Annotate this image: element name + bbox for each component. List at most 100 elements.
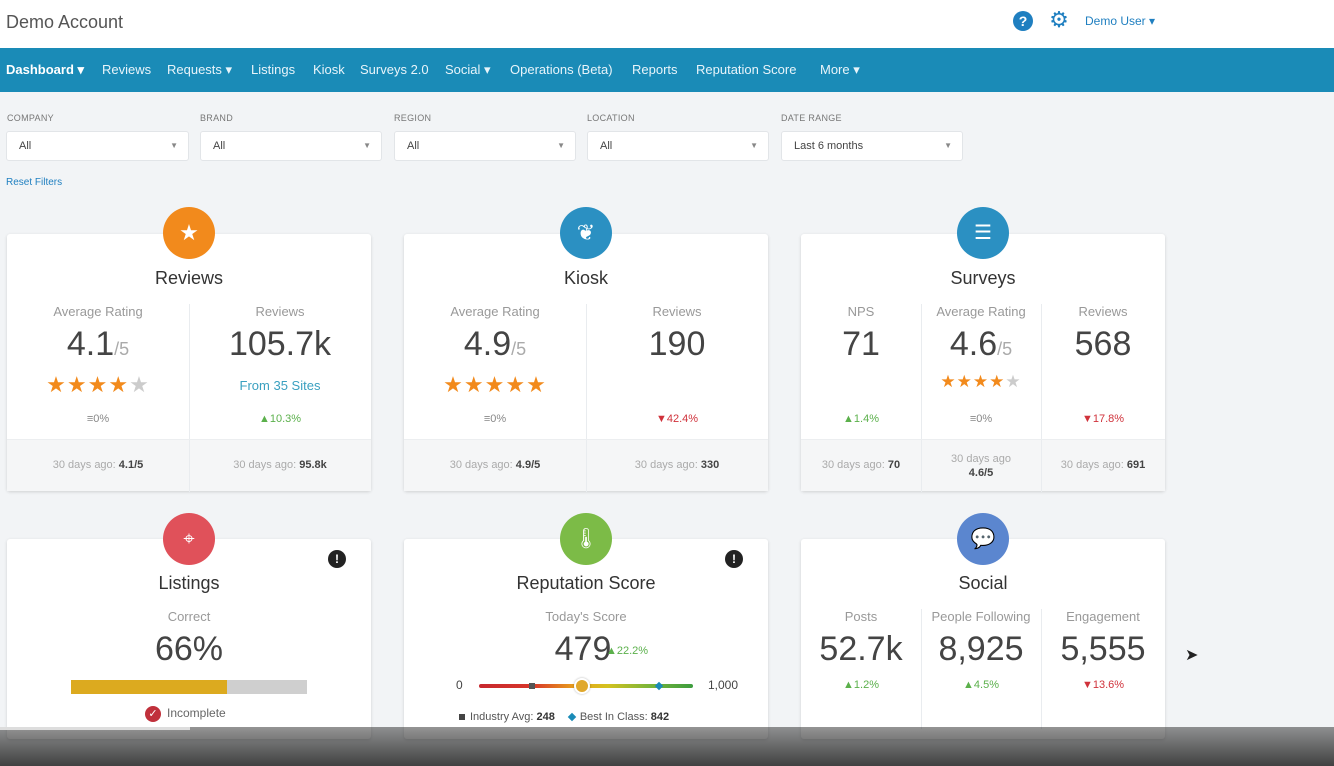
video-progress[interactable] [0,727,190,730]
column-divider [921,440,922,492]
filter-location-label: LOCATION [587,113,635,123]
reviews-count-label: Reviews [255,304,305,319]
checklist-icon: ☰ [957,207,1009,259]
sites-link[interactable]: From 35 Sites [239,378,321,393]
nps-change: ▲1.4% [843,413,879,425]
square-icon [459,714,465,721]
correct-value: 66% [154,630,224,668]
previous-nps: 30 days ago: 70 [821,459,901,471]
surveys-card[interactable]: Surveys NPS 71 ▲1.4% Average Rating 4.6/… [801,234,1165,492]
reviews-count-change: ▼17.8% [1081,413,1125,425]
listings-card-title: Listings [158,573,220,593]
chevron-down-icon: ▼ [750,141,758,150]
column-divider [1041,304,1042,439]
industry-avg-marker [529,683,536,689]
people-following-label: People Following [931,609,1031,624]
video-controls-bar[interactable] [0,727,1334,766]
average-rating-value: 4.1/5 [66,325,130,363]
average-rating-value: 4.9/5 [463,325,527,363]
listings-card[interactable]: ! Listings Correct 66% ✓ Incomplete [7,539,371,739]
column-divider [1041,609,1042,729]
nav-requests[interactable]: Requests ▾ [167,62,233,77]
card-footer: 30 days ago: 70 30 days ago 4.6/5 30 days… [801,439,1165,492]
filter-region-label: REGION [394,113,432,123]
reset-filters-link[interactable]: Reset Filters [6,177,63,188]
main-nav: Dashboard ▾ Reviews Requests ▾ Listings … [0,48,1334,92]
nav-kiosk[interactable]: Kiosk [313,62,345,77]
nav-more[interactable]: More ▾ [820,62,860,77]
average-rating-label: Average Rating [936,304,1026,319]
card-footer: 30 days ago: 4.1/5 30 days ago: 95.8k [7,439,371,492]
star-rating: ★★★★★ [443,372,547,397]
nav-operations[interactable]: Operations (Beta) [510,62,613,77]
reviews-count-value: 190 [648,325,706,363]
nav-listings[interactable]: Listings [251,62,296,77]
reviews-count-value: 105.7k [228,325,332,363]
surveys-card-title: Surveys [950,268,1016,288]
question-circle-icon[interactable]: ? [1013,11,1033,31]
kiosk-card[interactable]: Kiosk Average Rating 4.9/5 ★★★★★ ≡0% Rev… [404,234,768,492]
previous-reviews-count: 30 days ago: 691 [1060,459,1146,471]
correct-label: Correct [167,609,211,624]
score-change: ▲22.2% [606,645,649,657]
user-menu[interactable]: Demo User ▾ [1085,14,1156,28]
date-range-select[interactable]: Last 6 months ▼ [781,131,963,161]
brand-select[interactable]: All ▼ [200,131,382,161]
scale-max-label: 1,000 [708,678,739,692]
nav-reviews[interactable]: Reviews [102,62,152,77]
nav-surveys[interactable]: Surveys 2.0 [360,62,429,77]
nav-reputation-score[interactable]: Reputation Score [696,62,797,77]
posts-change: ▲1.2% [843,679,879,691]
mouse-cursor-icon: ➤ [1185,647,1199,664]
engagement-value: 5,555 [1060,630,1146,668]
filter-company-label: COMPANY [7,113,54,123]
column-divider [586,440,587,492]
engagement-change: ▼13.6% [1081,679,1125,691]
gear-icon[interactable]: ⚙ [1049,7,1069,32]
score-marker [573,678,590,694]
reputation-card-title: Reputation Score [516,573,656,593]
average-rating-label: Average Rating [53,304,143,319]
company-select-value: All [19,140,32,152]
reviews-card[interactable]: Reviews Average Rating 4.1/5 ★★★★★ ≡0% R… [7,234,371,492]
listing-status: ✓ Incomplete [145,706,226,722]
column-divider [189,440,190,492]
social-card[interactable]: Social Posts 52.7k ▲1.2% People Followin… [801,539,1165,739]
filter-brand-label: BRAND [200,113,234,123]
nav-social[interactable]: Social ▾ [445,62,491,77]
reviews-count-change: ▲10.3% [258,413,302,425]
listings-progress-bar [71,680,307,694]
star-rating: ★★★★★ [46,372,150,397]
reviews-count-value: 568 [1074,325,1132,363]
posts-value: 52.7k [819,630,903,668]
card-footer: 30 days ago: 4.9/5 30 days ago: 330 [404,439,768,492]
engagement-label: Engagement [1066,609,1140,624]
brand-select-value: All [213,140,226,152]
posts-label: Posts [844,609,878,624]
reviews-card-title: Reviews [154,268,224,288]
previous-reviews-count: 30 days ago: 95.8k [233,459,327,471]
account-title: Demo Account [6,12,124,32]
kiosk-card-title: Kiosk [563,268,608,288]
rating-change: ≡0% [969,413,993,425]
following-change: ▲4.5% [963,679,999,691]
region-select[interactable]: All ▼ [394,131,576,161]
nav-reports[interactable]: Reports [632,62,678,77]
thermometer-icon: 🌡 [560,513,612,565]
alert-icon[interactable]: ! [725,550,743,568]
previous-rating: 30 days ago: 4.1/5 [52,459,144,471]
nps-label: NPS [847,304,875,319]
previous-rating: 30 days ago 4.6/5 [951,453,1011,479]
reputation-score-card[interactable]: ! Reputation Score Today's Score 479 ▲22… [404,539,768,739]
average-rating-label: Average Rating [450,304,540,319]
location-select[interactable]: All ▼ [587,131,769,161]
alert-icon[interactable]: ! [328,550,346,568]
nav-dashboard[interactable]: Dashboard ▾ [6,62,85,77]
column-divider [1041,440,1042,492]
region-select-value: All [407,140,420,152]
chevron-down-icon: ▼ [170,141,178,150]
location-select-value: All [600,140,613,152]
people-following-value: 8,925 [938,630,1024,668]
company-select[interactable]: All ▼ [6,131,189,161]
filter-date-range-label: DATE RANGE [781,113,842,123]
